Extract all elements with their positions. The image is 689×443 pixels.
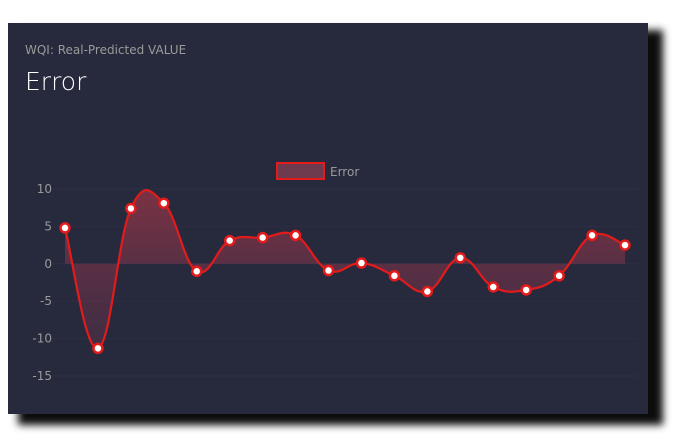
card-subtitle: WQI: Real-Predicted VALUE [25, 43, 187, 57]
data-point[interactable] [92, 342, 104, 355]
y-tick-label: -10 [32, 332, 52, 346]
data-point[interactable] [454, 252, 467, 264]
y-axis-ticks: 10 5 0 -5 -10 -15 [32, 182, 52, 383]
y-tick-label: 10 [37, 182, 52, 196]
data-point[interactable] [191, 265, 203, 278]
data-point[interactable] [322, 264, 335, 277]
legend-label: Error [330, 165, 359, 179]
card-title: Error [25, 67, 87, 96]
data-point[interactable] [59, 222, 71, 234]
y-tick-label: -15 [32, 369, 52, 383]
data-point[interactable] [289, 229, 302, 242]
data-point[interactable] [553, 270, 565, 282]
y-tick-label: 0 [44, 257, 52, 271]
data-point[interactable] [421, 285, 434, 298]
data-point[interactable] [223, 234, 236, 247]
data-point[interactable] [355, 257, 368, 269]
data-point[interactable] [256, 231, 269, 244]
y-tick-label: -5 [40, 294, 52, 308]
data-point[interactable] [125, 202, 137, 215]
chart-card: WQI: Real-Predicted VALUE Error 10 5 0 -5 -1… [8, 23, 648, 414]
data-points [59, 197, 631, 355]
y-tick-label: 5 [44, 219, 52, 233]
error-chart: 10 5 0 -5 -10 -15 Error [32, 162, 638, 383]
data-point[interactable] [586, 229, 598, 242]
data-point[interactable] [487, 281, 499, 293]
data-point[interactable] [158, 197, 170, 209]
data-point[interactable] [388, 270, 401, 282]
data-point[interactable] [619, 239, 631, 251]
legend-swatch [276, 162, 325, 180]
legend: Error [276, 162, 359, 180]
data-point[interactable] [520, 284, 532, 296]
series-area-fill [65, 190, 625, 349]
